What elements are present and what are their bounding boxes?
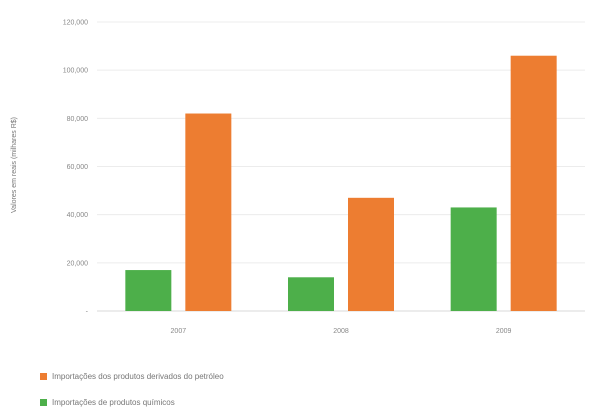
bars <box>125 55 557 312</box>
bar-petroleum-2007 <box>185 113 232 312</box>
y-tick-label: 20,000 <box>67 260 89 267</box>
legend-label-2: Importações de produtos químicos <box>52 398 175 407</box>
legend-item-2: Importações de produtos químicos <box>40 398 175 407</box>
y-tick-label: 40,000 <box>67 212 89 219</box>
y-tick-labels: - 20,000 40,000 60,000 80,000 100,000 120,000 <box>63 20 89 316</box>
x-tick-label: 2008 <box>333 328 349 335</box>
grid-lines <box>97 21 585 312</box>
x-tick-labels: 2007 2008 2009 <box>171 328 512 335</box>
legend-item-1: Importações dos produtos derivados do pe… <box>40 372 224 381</box>
x-tick-label: 2009 <box>496 328 512 335</box>
bar-petroleum-2008 <box>348 197 394 311</box>
y-tick-label: 60,000 <box>67 164 89 171</box>
bar-chemicals-2007 <box>125 270 172 311</box>
y-tick-label: 100,000 <box>63 68 88 75</box>
y-tick-label: 120,000 <box>63 20 88 27</box>
legend-swatch-1 <box>40 373 47 380</box>
x-tick-label: 2007 <box>171 328 187 335</box>
legend-swatch-2 <box>40 399 47 406</box>
y-axis-label: Valores em reais (milhares R$) <box>11 117 18 213</box>
y-tick-label: 80,000 <box>67 116 89 123</box>
bar-chemicals-2008 <box>288 277 334 311</box>
bar-chemicals-2009 <box>450 207 497 311</box>
legend-label-1: Importações dos produtos derivados do pe… <box>52 372 224 381</box>
y-tick-label: - <box>86 309 89 316</box>
bar-petroleum-2009 <box>510 55 557 311</box>
